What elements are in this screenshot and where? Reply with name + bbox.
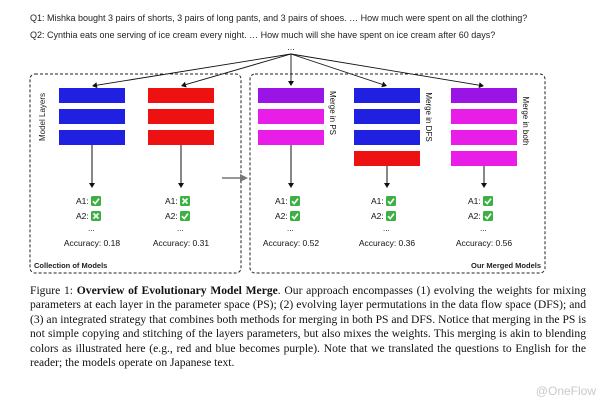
figure-caption: Figure 1: Overview of Evolutionary Model… — [30, 284, 586, 370]
input-arrows — [92, 53, 484, 89]
caption-prefix: Figure 1: — [30, 284, 74, 297]
collection-panel — [29, 73, 242, 274]
merged-model-1-accuracy: Accuracy: 0.52 — [263, 238, 319, 248]
merged-model-1-a2-check-icon — [290, 211, 300, 221]
models-layer: A1: A2:... Accuracy: 0.18 A1: A2:... Accuracy… — [59, 88, 530, 248]
collection-to-merged-arrow — [222, 174, 248, 182]
collection-model-2-output-arrow — [178, 145, 184, 188]
collection-model-2-accuracy: Accuracy: 0.31 — [153, 238, 209, 248]
collection-model-1-a1-check-icon — [91, 196, 101, 206]
merged-model-1-ellipsis: ... — [287, 224, 294, 233]
merged-model-2-accuracy: Accuracy: 0.36 — [359, 238, 415, 248]
merged-model-2-a1-check-icon — [386, 196, 396, 206]
collection-model-1-ellipsis: ... — [88, 224, 95, 233]
merged-model-3-layer-3 — [451, 130, 517, 145]
to-merged-model-2-arrow — [290, 53, 387, 88]
collection-title: Collection of Models — [34, 261, 107, 270]
watermark: @OneFlow — [535, 384, 596, 398]
collection-model-2-a1-label: A1: — [165, 196, 178, 206]
merged-model-1-layer-1 — [258, 88, 324, 103]
merged-model-2-layer-3 — [354, 130, 420, 145]
collection-model-1-layer-2 — [59, 109, 125, 124]
collection-model-1-accuracy: Accuracy: 0.18 — [64, 238, 120, 248]
merged-model-3-a1-label: A1: — [468, 196, 481, 206]
to-collection-model-1-arrow — [92, 53, 292, 89]
question-2: Q2: Cynthia eats one serving of ice crea… — [30, 30, 496, 40]
to-merged-model-3-arrow — [290, 53, 484, 89]
merged-model-3-output-arrow — [481, 166, 487, 188]
merged-model-1-method-label: Merge in PS — [328, 91, 337, 135]
merged-model-2-a2-label: A2: — [371, 211, 384, 221]
collection-model-2-layer-2 — [148, 109, 214, 124]
caption-title: Overview of Evolutionary Model Merge — [76, 284, 278, 297]
merged-model-1-layer-2 — [258, 109, 324, 124]
merged-model-1-a1-check-icon — [290, 196, 300, 206]
merged-model-3-accuracy: Accuracy: 0.56 — [456, 238, 512, 248]
model-merge-figure: ... Collection of Models Our Merged Mode… — [29, 42, 546, 274]
collection-model-1-a2-label: A2: — [76, 211, 89, 221]
merged-model-3-layer-2 — [451, 109, 517, 124]
questions-ellipsis: ... — [287, 42, 295, 52]
merged-model-2-method-label: Merge in DFS — [424, 92, 433, 141]
merged-model-2-layer-1 — [354, 88, 420, 103]
merged-model-1-layer-3 — [258, 130, 324, 145]
merged-model-1-output-arrow — [288, 145, 294, 188]
caption-body: . Our approach encompasses (1) evolving … — [30, 284, 587, 370]
collection-model-1-a2-cross-icon — [91, 211, 101, 221]
merged-model-2-output-arrow — [384, 166, 390, 188]
collection-model-2-layer-3 — [148, 130, 214, 145]
collection-model-1-output-arrow — [89, 145, 95, 188]
merged-model-3-layer-1 — [451, 88, 517, 103]
collection-model-2-a2-label: A2: — [165, 211, 178, 221]
merged-model-3-method-label: Merge in both — [521, 97, 530, 146]
question-1: Q1: Mishka bought 3 pairs of shorts, 3 p… — [30, 13, 528, 23]
collection-model-2-ellipsis: ... — [177, 224, 184, 233]
merged-model-3-layer-4 — [451, 151, 517, 166]
collection-model-2-layer-1 — [148, 88, 214, 103]
merged-model-2-ellipsis: ... — [383, 224, 390, 233]
merged-model-1-a2-label: A2: — [275, 211, 288, 221]
collection-model-1-layer-1 — [59, 88, 125, 103]
to-collection-model-2-arrow — [181, 53, 292, 88]
merged-model-3-a2-label: A2: — [468, 211, 481, 221]
merged-title: Our Merged Models — [471, 261, 541, 270]
merged-model-1-a1-label: A1: — [275, 196, 288, 206]
merged-model-3-a1-check-icon — [483, 196, 493, 206]
merged-model-2-a1-label: A1: — [371, 196, 384, 206]
to-merged-model-1-arrow — [288, 54, 294, 86]
merged-model-2-layer-4 — [354, 151, 420, 166]
collection-model-1-layer-3 — [59, 130, 125, 145]
merged-model-2-layer-2 — [354, 109, 420, 124]
collection-model-2-a2-check-icon — [180, 211, 190, 221]
model-layers-label: Model Layers — [38, 93, 47, 141]
collection-model-1-a1-label: A1: — [76, 196, 89, 206]
merged-model-3-ellipsis: ... — [480, 224, 487, 233]
merged-model-3-a2-check-icon — [483, 211, 493, 221]
merged-model-2-a2-check-icon — [386, 211, 396, 221]
merged-panel — [249, 73, 546, 274]
collection-model-2-a1-cross-icon — [180, 196, 190, 206]
